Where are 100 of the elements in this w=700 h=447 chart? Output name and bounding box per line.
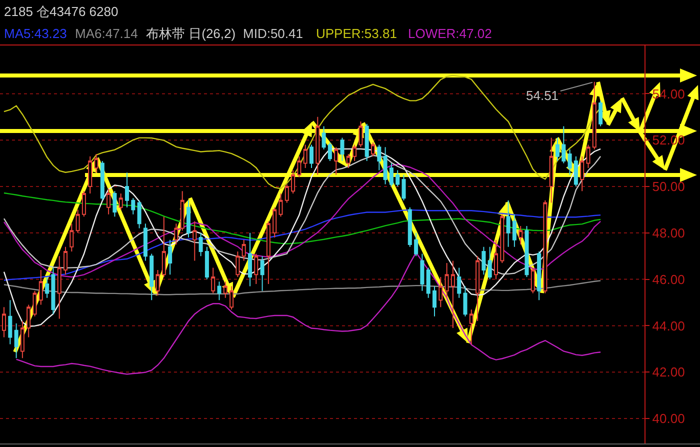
candlestick <box>364 123 369 162</box>
candlestick <box>162 216 166 278</box>
candlestick <box>512 214 516 248</box>
text: MA5:43.23 <box>4 26 67 41</box>
candlestick <box>488 246 492 280</box>
candlestick <box>426 267 430 298</box>
candlestick <box>204 246 209 280</box>
candlestick <box>223 281 228 298</box>
candlestick <box>568 148 572 176</box>
candlestick <box>180 190 184 232</box>
y-tick-label: 48.00 <box>652 225 685 240</box>
line-series <box>3 280 602 296</box>
line-series <box>3 74 602 190</box>
candlestick <box>38 270 43 306</box>
candlestick <box>82 190 86 218</box>
text: 2185 仓43476 6280 <box>4 4 118 19</box>
candlestick <box>156 270 160 296</box>
candlestick <box>482 246 486 276</box>
candlestick <box>230 286 234 310</box>
candlestick <box>57 256 62 320</box>
candlestick <box>555 137 560 162</box>
legend-title: 布林带 日(26,2) <box>146 26 236 41</box>
y-tick-label: 46.00 <box>652 272 685 287</box>
candlestick <box>236 250 240 278</box>
candlestick <box>284 184 289 204</box>
candlestick <box>598 100 603 127</box>
candlestick <box>334 146 338 176</box>
text: LOWER:47.02 <box>408 26 492 41</box>
candlestick <box>414 232 418 257</box>
candlestick <box>476 256 480 322</box>
candlestick <box>297 156 302 178</box>
candlestick <box>8 300 12 345</box>
candlestick <box>469 308 474 345</box>
candlestick <box>168 239 172 276</box>
candlestick <box>278 192 283 218</box>
candlestick <box>438 276 443 308</box>
candlestick <box>574 156 578 188</box>
candlestick <box>26 304 31 338</box>
candlestick <box>543 200 548 294</box>
line-series <box>16 252 602 375</box>
candlestick <box>32 290 37 317</box>
candlestick <box>352 144 357 162</box>
candlestick <box>248 232 252 287</box>
candlestick <box>131 198 136 215</box>
candlestick <box>457 267 462 298</box>
candlestick <box>186 200 191 238</box>
candlestick <box>383 146 388 185</box>
text: MA6:47.14 <box>75 26 138 41</box>
candlestick <box>377 144 382 171</box>
candlestick <box>340 137 344 162</box>
candlestick <box>506 200 510 248</box>
candlestick <box>51 267 56 315</box>
candlestick <box>370 142 376 157</box>
candlestick <box>118 192 123 210</box>
candlestick <box>112 190 117 218</box>
candlestick <box>518 225 523 245</box>
candlestick <box>389 162 394 188</box>
candlestick <box>198 232 203 257</box>
candlestick <box>260 256 264 292</box>
candlestick <box>100 160 104 201</box>
candlestick <box>211 267 216 294</box>
candlestick <box>494 239 498 280</box>
candlestick <box>217 281 222 301</box>
candlestick <box>444 262 449 298</box>
candlestick <box>291 170 296 194</box>
candlestick <box>537 250 542 301</box>
candlestick <box>524 225 529 278</box>
candlestick <box>586 144 590 168</box>
candlestick <box>137 200 142 229</box>
annotation: 54.51 <box>526 88 559 103</box>
candlestick <box>242 239 246 262</box>
candlestick <box>322 126 326 150</box>
candlestick <box>70 223 74 252</box>
candlestick <box>420 253 424 292</box>
candlestick <box>106 188 111 215</box>
candlestick <box>549 137 554 204</box>
candlestick <box>272 206 277 238</box>
candlestick <box>303 144 308 168</box>
candlestick <box>408 206 412 248</box>
candlestick <box>450 260 455 329</box>
candlestick <box>358 121 363 148</box>
candlestick <box>580 156 584 192</box>
candlestick <box>124 172 130 208</box>
candlestick <box>500 214 504 264</box>
line-series <box>3 148 602 327</box>
candlestick <box>346 154 350 168</box>
candlestick <box>174 223 178 245</box>
candlestick <box>143 223 148 262</box>
candlestick <box>88 156 92 194</box>
y-tick-label: 50.00 <box>652 179 685 194</box>
candlestick <box>396 170 400 188</box>
y-tick-label: 40.00 <box>652 411 685 426</box>
candlestick <box>530 267 535 294</box>
candlestick <box>20 320 24 359</box>
candlestick <box>463 286 468 317</box>
candlestick <box>45 276 50 298</box>
candlestick <box>328 142 332 162</box>
candlestick <box>266 220 270 284</box>
candlestick <box>254 253 258 284</box>
candlestick <box>316 116 320 176</box>
